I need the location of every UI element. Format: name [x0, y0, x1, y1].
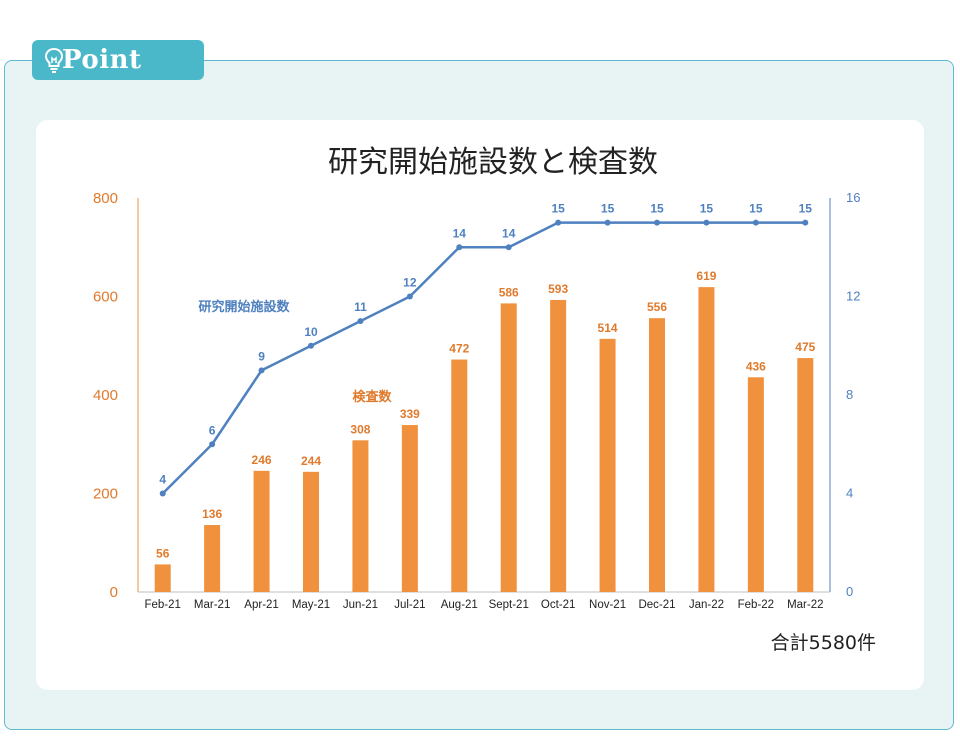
bar — [747, 377, 764, 592]
line-data-label: 15 — [799, 202, 813, 216]
x-tick-label: Feb-21 — [144, 599, 180, 611]
bar — [303, 471, 319, 592]
point-label: Point — [62, 45, 142, 75]
x-tick-label: Jun-21 — [343, 599, 378, 611]
line-data-label: 14 — [453, 226, 467, 240]
line-data-label: 10 — [304, 325, 318, 339]
bar-data-label: 472 — [449, 342, 469, 356]
line-data-label: 4 — [159, 473, 166, 487]
bar-data-label: 514 — [598, 321, 618, 335]
chart-title: 研究開始施設数と検査数 — [328, 145, 658, 180]
line-data-label: 12 — [403, 276, 417, 290]
right-tick-label: 12 — [846, 289, 860, 304]
x-tick-label: Oct-21 — [541, 599, 576, 611]
x-tick-label: Mar-21 — [194, 599, 230, 611]
x-tick-label: Aug-21 — [441, 599, 478, 611]
line-point — [703, 219, 710, 226]
bar-data-label: 308 — [350, 422, 370, 436]
line-point — [159, 490, 166, 497]
bar-data-label: 436 — [746, 359, 766, 373]
bar — [253, 470, 270, 592]
left-tick-label: 400 — [93, 387, 118, 404]
bar — [550, 299, 567, 592]
x-tick-label: Dec-21 — [638, 599, 675, 611]
x-tick-label: Mar-22 — [787, 599, 823, 611]
line-data-label: 14 — [502, 226, 516, 240]
right-tick-label: 4 — [846, 486, 853, 501]
line-point — [654, 219, 660, 226]
left-tick-label: 600 — [93, 289, 118, 306]
right-tick-label: 8 — [846, 387, 853, 402]
line-point — [406, 293, 413, 300]
bar-data-label: 586 — [499, 285, 519, 299]
x-tick-label: Jul-21 — [394, 599, 425, 611]
line-data-label: 11 — [354, 300, 367, 314]
x-tick-label: May-21 — [292, 599, 330, 611]
line-point — [604, 219, 611, 226]
line-data-label: 15 — [700, 202, 714, 216]
left-tick-label: 0 — [110, 584, 118, 601]
bar — [599, 338, 616, 592]
line-point — [308, 342, 314, 349]
line-point — [456, 244, 463, 251]
bar — [649, 318, 665, 592]
chart-card — [36, 120, 924, 690]
x-tick-label: Jan-22 — [689, 599, 724, 611]
bar-data-label: 136 — [202, 507, 222, 521]
bar — [451, 359, 468, 592]
left-tick-label: 200 — [93, 486, 118, 503]
bar — [500, 303, 517, 592]
total-annotation: 合計5580件 — [771, 632, 876, 654]
bar-data-label: 556 — [647, 300, 667, 314]
line-data-label: 9 — [258, 349, 265, 363]
bar — [698, 287, 715, 592]
x-tick-label: Feb-22 — [738, 599, 774, 611]
right-tick-label: 16 — [846, 190, 860, 205]
bar-data-label: 244 — [301, 454, 321, 468]
x-tick-label: Sept-21 — [489, 599, 529, 611]
line-series — [161, 221, 806, 495]
line-data-label: 15 — [749, 202, 763, 216]
bar — [797, 358, 814, 592]
bar-series-label: 検査数 — [352, 389, 392, 404]
bar — [352, 440, 369, 592]
line-point — [505, 244, 512, 251]
left-tick-label: 800 — [93, 190, 118, 207]
line-data-label: 15 — [551, 202, 565, 216]
x-tick-label: Apr-21 — [244, 599, 279, 611]
line-point — [209, 441, 216, 448]
bar-data-label: 593 — [548, 282, 568, 296]
bar-data-label: 619 — [696, 269, 716, 283]
bar — [204, 525, 221, 592]
line-point — [258, 367, 265, 374]
line-data-label: 15 — [601, 202, 615, 216]
x-tick-label: Nov-21 — [589, 599, 626, 611]
right-tick-label: 0 — [846, 584, 853, 599]
line-point — [752, 219, 759, 226]
bar-data-label: 56 — [156, 546, 170, 560]
lightbulb-icon — [44, 47, 64, 73]
bar — [401, 425, 418, 592]
line-point — [555, 219, 562, 226]
line-data-label: 6 — [209, 423, 216, 437]
bar-data-label: 475 — [795, 340, 815, 354]
line-series-label: 研究開始施設数 — [198, 299, 290, 314]
bar-data-label: 339 — [400, 407, 420, 421]
line-point — [357, 318, 364, 325]
point-tab: Point — [32, 40, 204, 80]
line-data-label: 15 — [650, 202, 664, 216]
bar — [154, 564, 171, 592]
line-point — [802, 219, 809, 226]
bar-data-label: 246 — [252, 453, 272, 467]
